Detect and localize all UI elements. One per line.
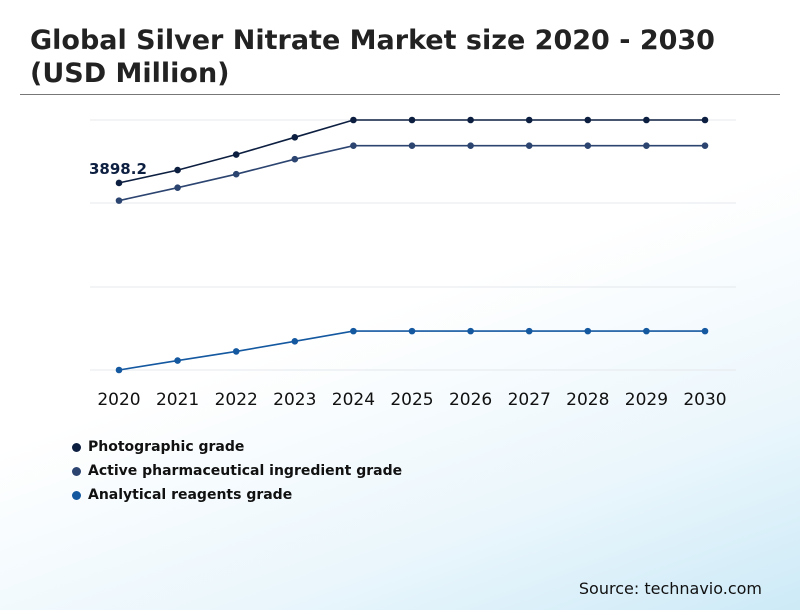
data-point[interactable]: [115, 197, 123, 204]
data-label: 3898.2: [89, 160, 147, 178]
x-tick-label: 2027: [508, 390, 551, 410]
x-tick-label: 2024: [332, 390, 375, 410]
data-point[interactable]: [174, 166, 181, 174]
x-tick-label: 2021: [156, 390, 199, 410]
data-point[interactable]: [408, 116, 416, 124]
data-point[interactable]: [350, 327, 357, 335]
legend-label-photographic: Photographic grade: [88, 439, 245, 455]
title-divider: [20, 94, 780, 95]
data-point[interactable]: [115, 179, 123, 187]
data-point[interactable]: [525, 142, 533, 149]
x-tick-label: 2025: [390, 390, 433, 410]
x-tick-label: 2030: [683, 390, 726, 410]
series-line-2: [118, 330, 705, 371]
data-point[interactable]: [584, 142, 592, 149]
data-point[interactable]: [408, 142, 416, 149]
series-points: [115, 116, 709, 374]
data-point[interactable]: [643, 327, 650, 335]
data-point[interactable]: [467, 142, 474, 149]
x-tick-label: 2023: [273, 390, 316, 410]
data-point[interactable]: [232, 348, 240, 355]
data-point[interactable]: [467, 116, 474, 124]
data-point[interactable]: [115, 366, 123, 374]
legend-label-api: Active pharmaceutical ingredient grade: [88, 463, 403, 479]
data-point[interactable]: [467, 327, 474, 335]
legend-marker-analytical: [72, 490, 81, 500]
data-point[interactable]: [291, 133, 299, 141]
data-point[interactable]: [525, 116, 533, 124]
data-point[interactable]: [701, 116, 709, 124]
legend-item-api[interactable]: Active pharmaceutical ingredient grade: [72, 459, 402, 483]
legend-item-analytical[interactable]: Analytical reagents grade: [72, 483, 402, 507]
x-tick-label: 2028: [566, 390, 609, 410]
data-point[interactable]: [584, 116, 592, 124]
x-tick-label: 2029: [625, 390, 668, 410]
x-tick-label: 2026: [449, 390, 492, 410]
data-point[interactable]: [643, 142, 650, 149]
legend-marker-api: [72, 466, 81, 476]
data-point[interactable]: [525, 327, 533, 335]
data-point[interactable]: [350, 116, 357, 124]
chart-title: Global Silver Nitrate Market size 2020 -…: [30, 25, 715, 89]
legend-item-photographic[interactable]: Photographic grade: [72, 435, 402, 459]
data-point[interactable]: [174, 184, 181, 191]
data-point[interactable]: [232, 170, 240, 178]
data-point[interactable]: [291, 155, 299, 163]
series-line-0: [118, 119, 705, 184]
x-tick-label: 2020: [97, 390, 140, 410]
data-point[interactable]: [584, 327, 592, 335]
legend: Photographic grade Active pharmaceutical…: [72, 435, 402, 507]
source-note: Source: technavio.com: [578, 579, 762, 598]
data-point[interactable]: [643, 116, 650, 124]
data-point[interactable]: [174, 357, 181, 364]
data-point[interactable]: [701, 142, 709, 149]
annotations: 3898.2: [89, 160, 147, 178]
x-axis-ticks: 2020 2021 2022 2023 2024 2025 2026 2027 2028 2029…: [97, 390, 726, 410]
data-point[interactable]: [291, 338, 299, 345]
data-point[interactable]: [408, 327, 416, 335]
legend-marker-photographic: [72, 442, 81, 452]
series-line-1: [118, 144, 705, 202]
legend-label-analytical: Analytical reagents grade: [88, 487, 293, 503]
x-tick-label: 2022: [215, 390, 258, 410]
data-point[interactable]: [350, 142, 357, 149]
data-point[interactable]: [701, 327, 709, 335]
data-point[interactable]: [232, 151, 240, 158]
